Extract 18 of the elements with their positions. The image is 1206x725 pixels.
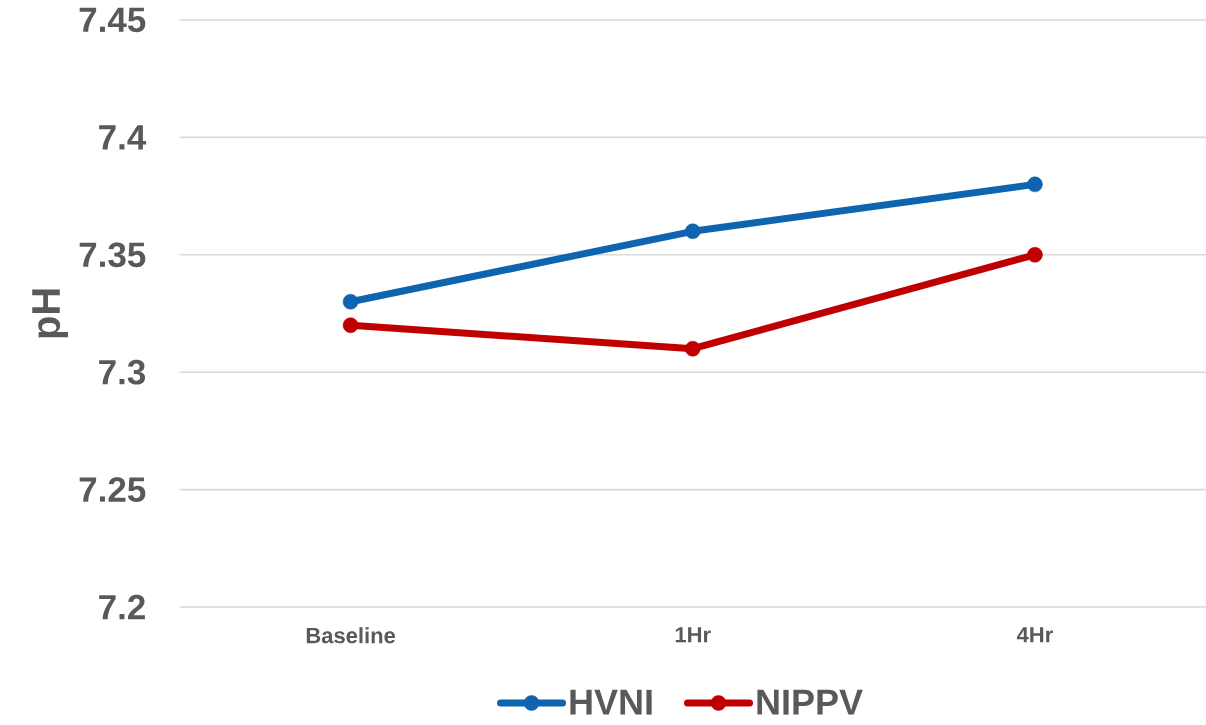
y-tick-label: 7.25 <box>79 477 146 502</box>
y-tick-label: 7.4 <box>99 125 147 150</box>
y-tick-label: 7.2 <box>99 594 145 620</box>
point <box>342 294 359 310</box>
point <box>685 340 701 357</box>
y-axis-title: pH <box>32 289 69 338</box>
x-tick-label: 1Hr <box>675 627 711 643</box>
legend-label: NIPPV <box>757 689 863 715</box>
point <box>685 223 701 240</box>
y-tick-label: 7.45 <box>79 7 146 33</box>
legend-label: HVNI <box>570 689 652 715</box>
x-tick-label: 4Hr <box>1016 627 1053 643</box>
point <box>342 317 359 333</box>
point <box>1027 176 1043 193</box>
x-tick-label: Baseline <box>306 627 396 644</box>
y-tick-label: 7.35 <box>79 242 146 268</box>
point <box>1027 247 1043 263</box>
y-tick-label: 7.3 <box>99 359 146 385</box>
